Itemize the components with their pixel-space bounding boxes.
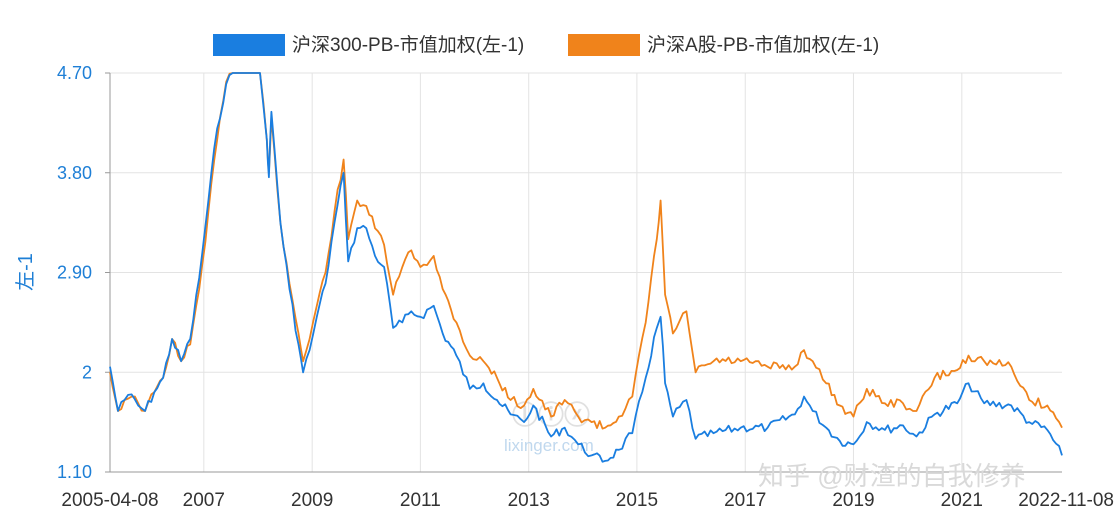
y-tick-label: 3.80 [57, 163, 92, 183]
zhihu-watermark: 知乎 @财渣的自我修养 [758, 461, 1026, 491]
x-tick-label: 2007 [183, 490, 225, 511]
x-tick-label: 2015 [616, 490, 658, 511]
y-axis-label: 左-1 [14, 253, 37, 291]
legend-label-a-shares[interactable]: 沪深A股-PB-市值加权(左-1) [647, 34, 879, 56]
y-tick-label: 2.90 [57, 263, 92, 283]
legend-swatch-a-shares[interactable] [568, 34, 640, 56]
series-group [109, 72, 1063, 463]
y-tick-label: 1.10 [57, 462, 92, 482]
x-tick-label: 2005-04-08 [61, 490, 158, 511]
axes: 4.70 3.80 2.90 2 1.10 2005-04-08 2007 2009 2011 2… [57, 63, 1114, 511]
legend-label-hs300[interactable]: 沪深300-PB-市值加权(左-1) [292, 34, 524, 56]
x-tick-label: 2022-11-08 [1018, 490, 1114, 511]
series-hs300 [109, 72, 1063, 463]
x-tick-label: 2013 [508, 490, 550, 511]
series-line [109, 72, 1063, 463]
x-tick-label: 2011 [400, 490, 441, 511]
y-tick-label: 4.70 [57, 63, 92, 83]
series-a-shares [109, 72, 1063, 430]
x-tick-label: 2021 [941, 490, 983, 511]
series-line [109, 72, 1063, 430]
x-tick-label: 2009 [291, 490, 333, 511]
legend-swatch-hs300[interactable] [213, 34, 285, 56]
y-tick-label: 2 [82, 362, 92, 382]
chart-legend[interactable]: 沪深300-PB-市值加权(左-1) 沪深A股-PB-市值加权(左-1) [213, 34, 879, 56]
x-tick-label: 2017 [724, 490, 766, 511]
lixinger-url-text: lixinger.com [504, 436, 594, 455]
x-tick-label: 2019 [832, 490, 874, 511]
